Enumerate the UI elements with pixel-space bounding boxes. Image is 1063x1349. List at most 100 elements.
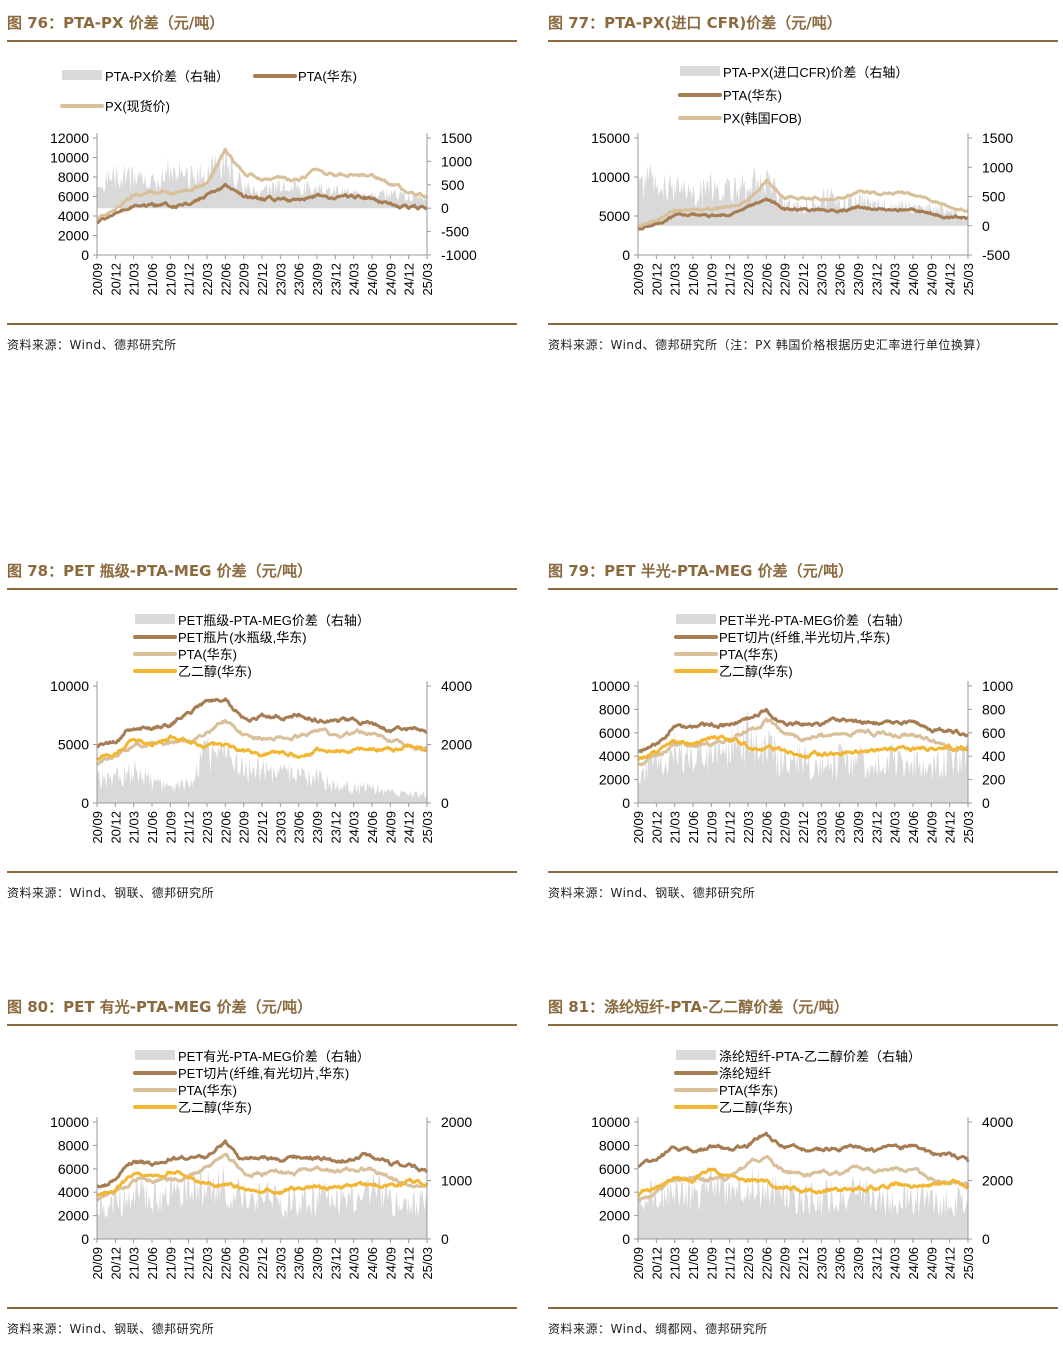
x-tick-label: 22/12 — [255, 1247, 270, 1280]
x-tick-label: 24/09 — [383, 811, 398, 844]
x-tick-label: 22/12 — [796, 263, 811, 296]
y2-tick-label: 4000 — [441, 678, 472, 694]
y-tick-label: 2000 — [58, 1208, 89, 1224]
y2-tick-label: 1500 — [441, 130, 472, 146]
y-tick-label: 0 — [622, 795, 630, 811]
legend-label: 乙二醇(华东) — [178, 664, 252, 679]
y2-tick-label: 0 — [441, 200, 449, 216]
y2-tick-label: 200 — [982, 772, 1006, 788]
x-tick-label: 22/06 — [218, 811, 233, 844]
y-tick-label: 0 — [622, 1231, 630, 1247]
y2-tick-label: 2000 — [982, 1173, 1013, 1189]
x-tick-label: 23/06 — [833, 263, 848, 296]
x-tick-label: 24/06 — [906, 263, 921, 296]
x-tick-label: 24/03 — [347, 811, 362, 844]
x-tick-label: 22/03 — [200, 1247, 215, 1280]
x-tick-label: 20/09 — [90, 1247, 105, 1280]
y2-tick-label: 1000 — [441, 1173, 472, 1189]
series-line — [95, 719, 429, 766]
y2-tick-label: 600 — [982, 725, 1006, 741]
x-tick-label: 21/12 — [182, 811, 197, 844]
x-tick-label: 21/09 — [704, 1247, 719, 1280]
legend: PTA-PX(进口CFR)价差（右轴） PTA(华东) PX(韩国FOB) — [678, 65, 908, 126]
chart-pet-bottle-spread: PET瓶级-PTA-MEG价差（右轴） PET瓶片(水瓶级,华东) PTA(华东) 乙… — [50, 613, 472, 844]
y2-tick-label: 2000 — [441, 1114, 472, 1130]
x-tick-label: 24/09 — [924, 811, 939, 844]
y2-tick-label: 0 — [441, 795, 449, 811]
series-line — [95, 1169, 428, 1198]
chart-pta-px-spread: PTA-PX价差（右轴） PTA(华东) PX(现货价) 0 2000 4000 6000 8… — [50, 69, 477, 296]
source-note: 资料来源：Wind、绸都网、德邦研究所 — [548, 1322, 768, 1336]
y-tick-label: 8000 — [58, 169, 89, 185]
y2-tick-label: 500 — [441, 177, 465, 193]
legend-swatch-area — [676, 1050, 716, 1060]
x-tick-label: 21/06 — [686, 811, 701, 844]
chart-pet-semi-dull-spread: PET半光-PTA-MEG价差（右轴） PET切片(纤维,半光切片,华东) PTA(… — [591, 613, 1013, 844]
legend-label: PET瓶片(水瓶级,华东) — [178, 630, 307, 645]
title-rule — [7, 588, 517, 590]
x-tick-label: 25/03 — [420, 263, 435, 296]
legend-swatch-area — [676, 614, 716, 624]
figure-title: 图 77：PTA-PX(进口 CFR)价差（元/吨） — [548, 14, 842, 32]
series-line — [95, 1152, 429, 1202]
y2-tick-label: 0 — [982, 1231, 990, 1247]
x-tick-label: 24/12 — [402, 1247, 417, 1280]
x-tick-label: 22/12 — [255, 811, 270, 844]
source-rule — [548, 871, 1058, 873]
legend-label: PX(现货价) — [105, 99, 170, 114]
x-tick-label: 24/12 — [943, 263, 958, 296]
y-tick-label: 8000 — [58, 1137, 89, 1153]
series-line — [637, 707, 969, 754]
y2-tick-label: 1000 — [441, 153, 472, 169]
x-tick-label: 21/09 — [163, 1247, 178, 1280]
y2-tick-label: 500 — [982, 189, 1006, 205]
series-line — [637, 197, 969, 231]
legend-label: 涤纶短纤-PTA-乙二醇价差（右轴） — [719, 1049, 921, 1064]
y2-tick-label: 1000 — [982, 159, 1013, 175]
x-tick-label: 21/12 — [182, 263, 197, 296]
y-tick-label: 10000 — [50, 1114, 89, 1130]
figure-title: 图 79：PET 半光-PTA-MEG 价差（元/吨） — [548, 562, 854, 580]
y-tick-label: 2000 — [599, 1208, 630, 1224]
x-tick-label: 23/06 — [833, 811, 848, 844]
figure-title: 图 81：涤纶短纤-PTA-乙二醇价差（元/吨） — [548, 998, 849, 1016]
x-tick-label: 24/03 — [347, 263, 362, 296]
source-rule — [7, 871, 517, 873]
x-tick-label: 22/06 — [759, 811, 774, 844]
series-area-spread — [638, 1166, 968, 1239]
y2-tick-label: -500 — [441, 224, 469, 240]
legend-swatch-area — [680, 66, 720, 76]
x-tick-label: 21/03 — [127, 811, 142, 844]
y2-tick-label: 0 — [982, 218, 990, 234]
x-tick-label: 22/03 — [200, 811, 215, 844]
y-tick-label: 12000 — [50, 130, 89, 146]
x-tick-label: 24/06 — [906, 1247, 921, 1280]
y-tick-label: 0 — [81, 795, 89, 811]
x-tick-label: 20/09 — [90, 811, 105, 844]
y-tick-label: 6000 — [599, 1161, 630, 1177]
x-tick-label: 22/06 — [218, 1247, 233, 1280]
y-tick-label: 4000 — [58, 1184, 89, 1200]
x-tick-label: 22/12 — [796, 1247, 811, 1280]
chart-pet-bright-spread: PET有光-PTA-MEG价差（右轴） PET切片(纤维,有光切片,华东) PTA(… — [50, 1049, 472, 1280]
legend: PTA-PX价差（右轴） PTA(华东) PX(现货价) — [60, 69, 357, 114]
x-tick-label: 23/03 — [273, 811, 288, 844]
y-tick-label: 6000 — [58, 1161, 89, 1177]
y-tick-label: 8000 — [599, 1137, 630, 1153]
legend-swatch-area — [135, 1050, 175, 1060]
source-note: 资料来源：Wind、德邦研究所（注：PX 韩国价格根据历史汇率进行单位换算） — [548, 338, 989, 352]
x-tick-label: 22/06 — [759, 1247, 774, 1280]
y-tick-label: 2000 — [58, 228, 89, 244]
legend-label: PET瓶级-PTA-MEG价差（右轴） — [178, 613, 370, 628]
series-line — [96, 182, 428, 225]
y-tick-label: 10000 — [50, 150, 89, 166]
x-tick-label: 20/12 — [649, 263, 664, 296]
source-note: 资料来源：Wind、钢联、德邦研究所 — [7, 886, 215, 900]
source-rule — [548, 323, 1058, 325]
x-tick-label: 21/09 — [704, 811, 719, 844]
x-tick-label: 24/06 — [365, 263, 380, 296]
x-tick-label: 21/09 — [163, 811, 178, 844]
source-rule — [7, 1307, 517, 1309]
x-tick-label: 21/06 — [686, 1247, 701, 1280]
title-rule — [7, 1024, 517, 1026]
